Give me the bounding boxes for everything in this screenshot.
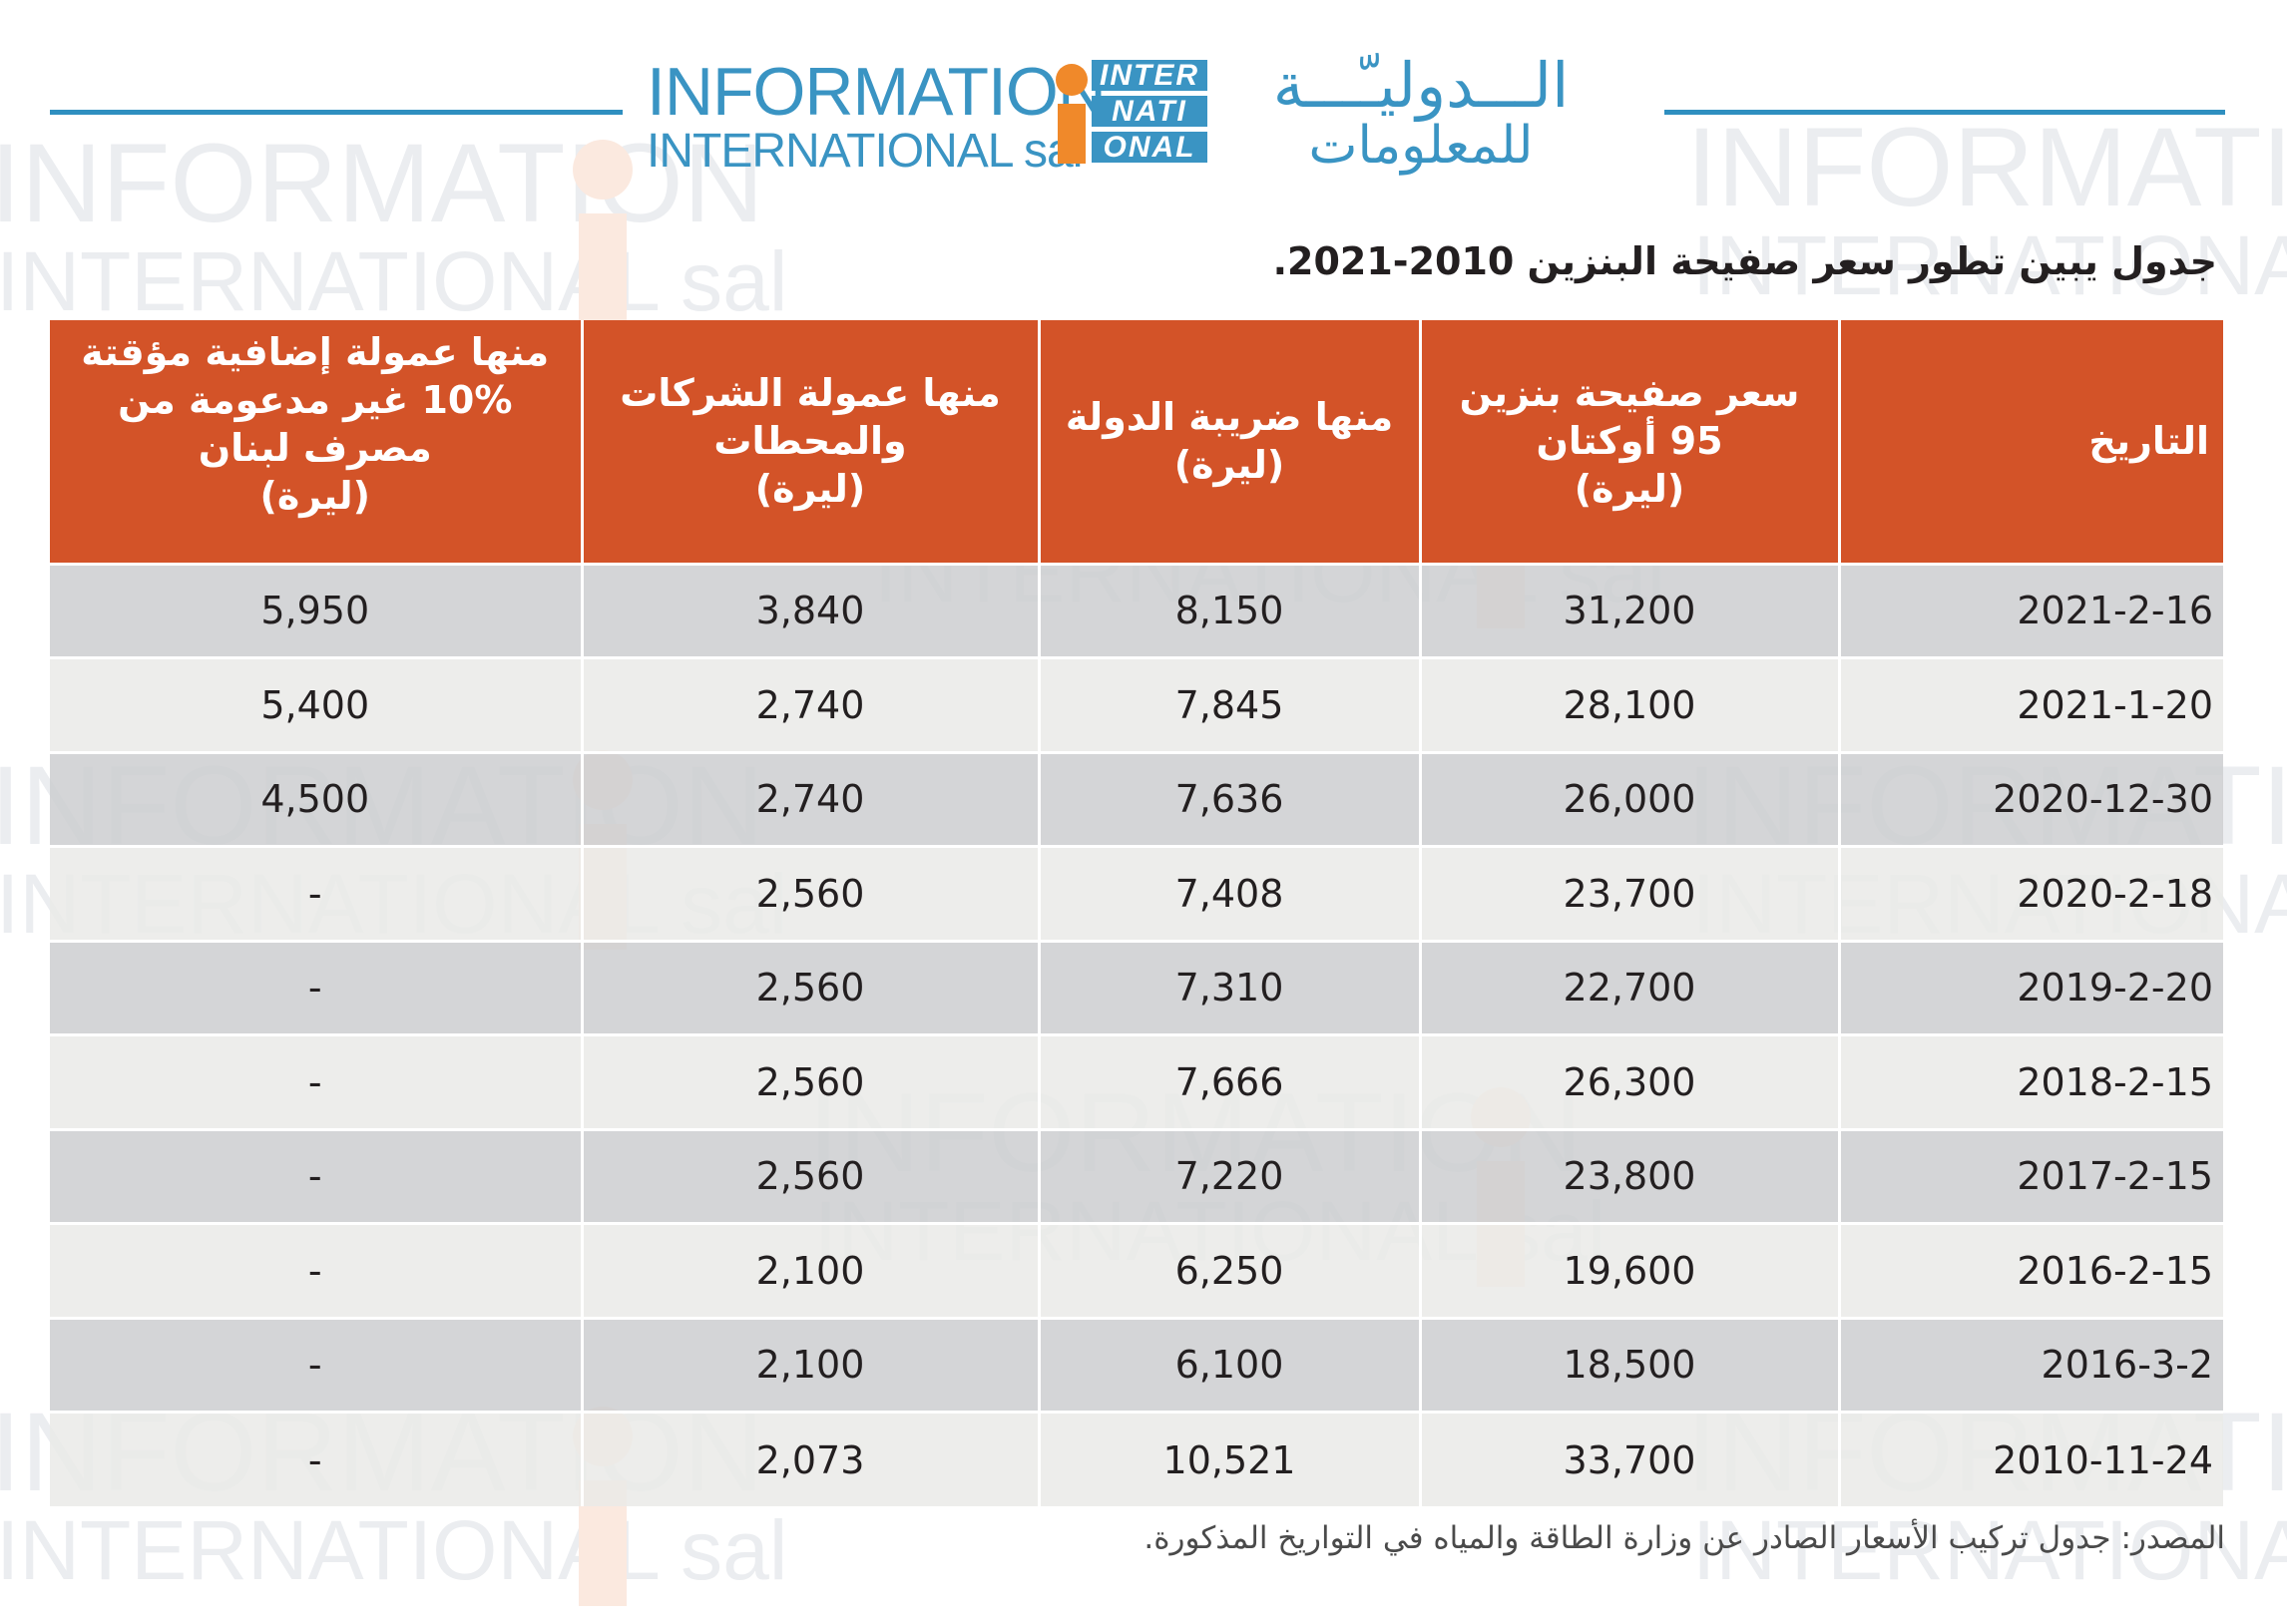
fuel-price-table: التاريخ سعر صفيحة بنزين 95 أوكتان (ليرة)… (50, 320, 2223, 1506)
table-row: 2018-2-15 26,300 7,666 2,560 - (50, 1033, 2223, 1129)
logo-arabic-text: الـــدوليـّـــة للمعلومات (1211, 49, 1630, 176)
cell-price: 26,300 (1418, 1033, 1839, 1129)
cell-price: 31,200 (1418, 562, 1839, 658)
logo-i-dot (1056, 64, 1088, 96)
brand-logo: INFORMATION INTERNATIONAL sal INTER NATI… (647, 54, 1644, 176)
cell-price: 18,500 (1418, 1316, 1839, 1413)
cell-price: 22,700 (1418, 939, 1839, 1035)
header-price: سعر صفيحة بنزين 95 أوكتان (ليرة) (1418, 320, 1839, 564)
cell-companies: 2,560 (580, 939, 1039, 1035)
cell-date: 2018-2-15 (1837, 1033, 2223, 1129)
cell-tax: 7,845 (1037, 656, 1420, 752)
cell-date: 2019-2-20 (1837, 939, 2223, 1035)
cell-temp: 4,500 (50, 750, 582, 847)
cell-tax: 6,100 (1037, 1316, 1420, 1413)
cell-tax: 10,521 (1037, 1411, 1420, 1506)
cell-companies: 2,560 (580, 1127, 1039, 1224)
cell-temp: - (50, 1127, 582, 1224)
cell-price: 23,800 (1418, 1127, 1839, 1224)
cell-tax: 7,636 (1037, 750, 1420, 847)
logo-mark-line1: INTER (1092, 60, 1207, 91)
cell-companies: 2,100 (580, 1316, 1039, 1413)
logo-arabic-line1: الـــدوليـّـــة (1272, 49, 1570, 122)
cell-companies: 2,100 (580, 1222, 1039, 1318)
table-row: 2020-2-18 23,700 7,408 2,560 - (50, 845, 2223, 941)
cell-date: 2016-3-2 (1837, 1316, 2223, 1413)
cell-companies: 2,740 (580, 656, 1039, 752)
cell-companies: 3,840 (580, 562, 1039, 658)
logo-line-international: INTERNATIONAL sal (647, 125, 1083, 178)
cell-date: 2016-2-15 (1837, 1222, 2223, 1318)
header-company-commission: منها عمولة الشركات والمحطات (ليرة) (580, 320, 1039, 564)
cell-tax: 7,220 (1037, 1127, 1420, 1224)
logo-i-mark: INTER NATI ONAL (1056, 58, 1207, 168)
cell-temp: 5,400 (50, 656, 582, 752)
cell-price: 28,100 (1418, 656, 1839, 752)
cell-companies: 2,560 (580, 845, 1039, 941)
cell-date: 2010-11-24 (1837, 1411, 2223, 1506)
cell-tax: 8,150 (1037, 562, 1420, 658)
table-row: 2019-2-20 22,700 7,310 2,560 - (50, 939, 2223, 1035)
cell-date: 2020-2-18 (1837, 845, 2223, 941)
cell-tax: 7,310 (1037, 939, 1420, 1035)
logo-mark-line3: ONAL (1092, 132, 1207, 163)
header-state-tax: منها ضريبة الدولة (ليرة) (1037, 320, 1420, 564)
source-note: المصدر: جدول تركيب الأسعار الصادر عن وزا… (1144, 1520, 2225, 1556)
cell-companies: 2,073 (580, 1411, 1039, 1506)
cell-temp: - (50, 939, 582, 1035)
cell-price: 19,600 (1418, 1222, 1839, 1318)
table-row: 2010-11-24 33,700 10,521 2,073 - (50, 1411, 2223, 1506)
table-title: جدول يبين تطور سعر صفيحة البنزين 2010-20… (1272, 239, 2217, 283)
header-rule-right (1664, 110, 2225, 115)
logo-i-stem (1058, 104, 1086, 164)
cell-temp: - (50, 1033, 582, 1129)
cell-temp: - (50, 1411, 582, 1506)
table-header-row: التاريخ سعر صفيحة بنزين 95 أوكتان (ليرة)… (50, 320, 2223, 564)
cell-tax: 7,666 (1037, 1033, 1420, 1129)
logo-arabic-line2: للمعلومات (1308, 116, 1534, 176)
cell-date: 2020-12-30 (1837, 750, 2223, 847)
cell-price: 33,700 (1418, 1411, 1839, 1506)
header-temporary-commission: منها عمولة إضافية مؤقتة 10% غير مدعومة م… (50, 320, 582, 564)
cell-companies: 2,560 (580, 1033, 1039, 1129)
cell-temp: - (50, 1222, 582, 1318)
cell-temp: - (50, 845, 582, 941)
table-row: 2020-12-30 26,000 7,636 2,740 4,500 (50, 750, 2223, 847)
cell-tax: 6,250 (1037, 1222, 1420, 1318)
cell-temp: - (50, 1316, 582, 1413)
table-row: 2017-2-15 23,800 7,220 2,560 - (50, 1127, 2223, 1224)
cell-tax: 7,408 (1037, 845, 1420, 941)
cell-price: 23,700 (1418, 845, 1839, 941)
logo-mark-line2: NATI (1092, 96, 1207, 127)
cell-date: 2021-2-16 (1837, 562, 2223, 658)
cell-date: 2021-1-20 (1837, 656, 2223, 752)
header-rule-left (50, 110, 623, 115)
watermark-i-mark (559, 140, 649, 339)
logo-line-information: INFORMATION (647, 54, 1107, 130)
cell-price: 26,000 (1418, 750, 1839, 847)
table-row: 2021-2-16 31,200 8,150 3,840 5,950 (50, 562, 2223, 658)
cell-companies: 2,740 (580, 750, 1039, 847)
table-row: 2016-3-2 18,500 6,100 2,100 - (50, 1316, 2223, 1413)
logo-english-text: INFORMATION INTERNATIONAL sal (647, 54, 1107, 178)
cell-temp: 5,950 (50, 562, 582, 658)
header-date: التاريخ (1837, 320, 2223, 564)
table-row: 2021-1-20 28,100 7,845 2,740 5,400 (50, 656, 2223, 752)
table-row: 2016-2-15 19,600 6,250 2,100 - (50, 1222, 2223, 1318)
cell-date: 2017-2-15 (1837, 1127, 2223, 1224)
